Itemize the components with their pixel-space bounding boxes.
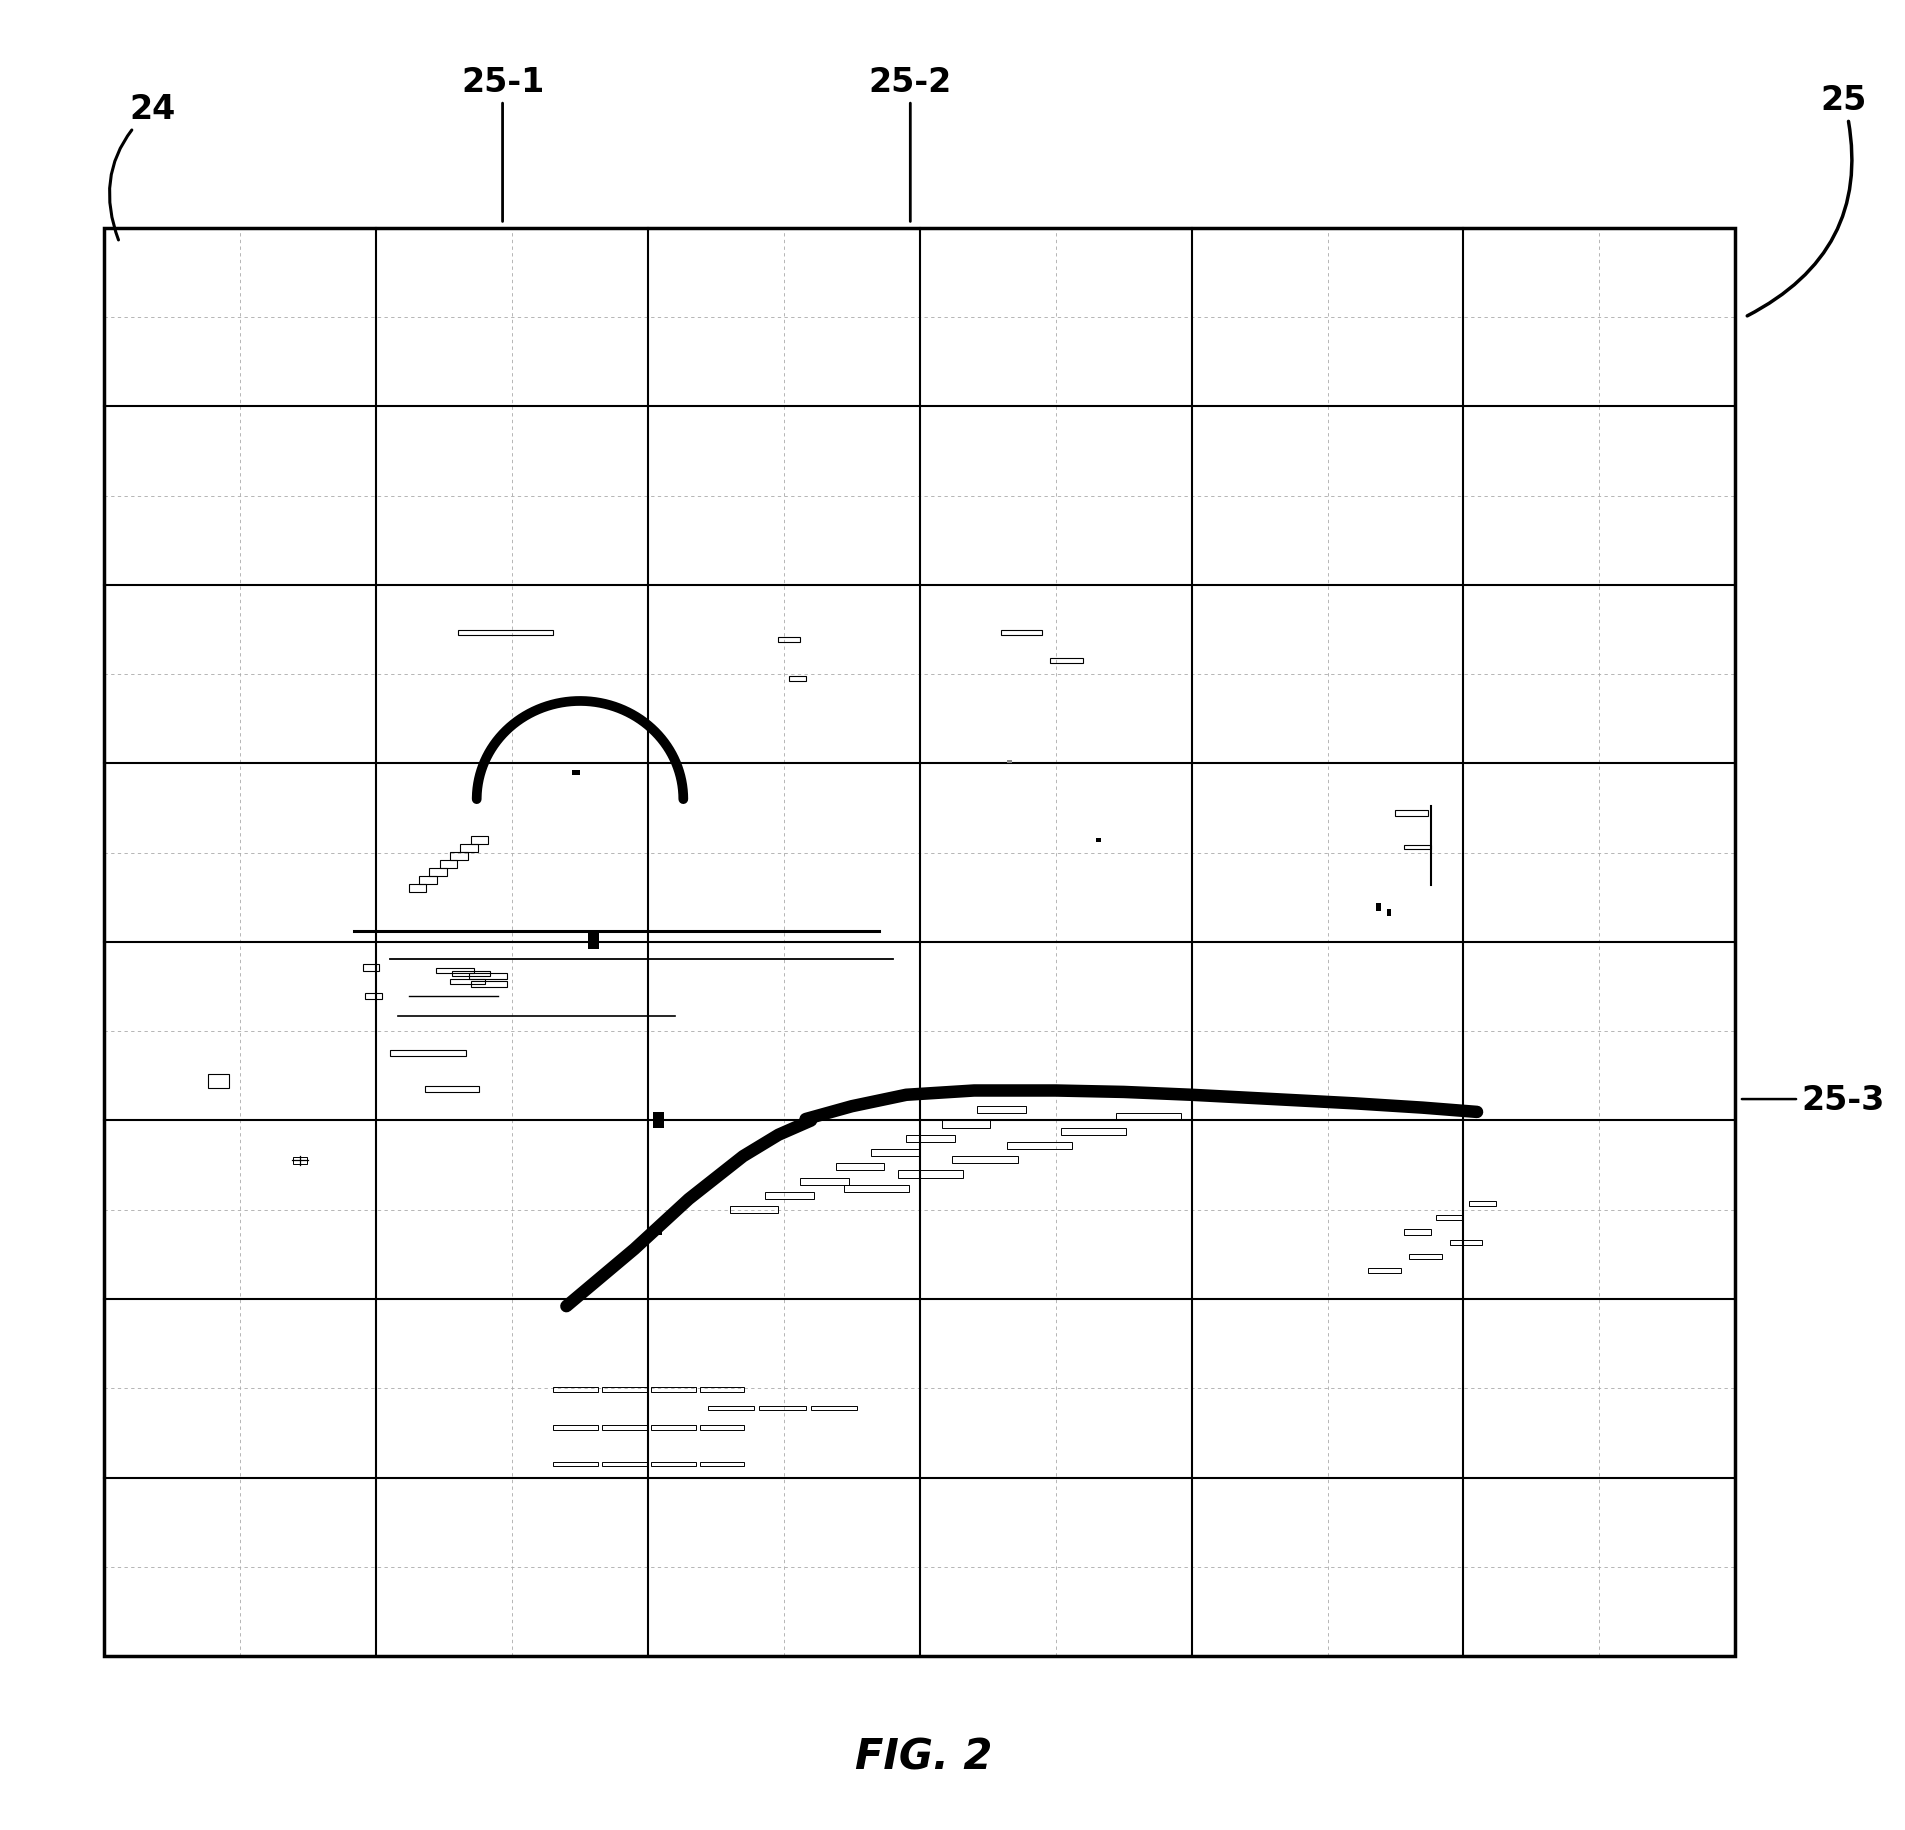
Bar xyxy=(1402,845,1431,849)
Bar xyxy=(653,1113,663,1127)
Bar xyxy=(905,1135,954,1142)
Bar xyxy=(552,1462,598,1466)
Text: 25-1: 25-1 xyxy=(461,66,545,221)
Bar xyxy=(602,1387,646,1393)
Bar xyxy=(653,1228,661,1235)
Bar xyxy=(436,968,474,974)
Bar xyxy=(897,1171,962,1179)
Bar xyxy=(871,1149,920,1157)
Bar xyxy=(952,1157,1017,1164)
Bar xyxy=(419,877,436,884)
Bar xyxy=(1402,1230,1431,1235)
Bar xyxy=(1006,1142,1071,1149)
Bar xyxy=(1408,1254,1440,1259)
Bar xyxy=(450,853,467,860)
Bar xyxy=(941,1120,991,1127)
Bar xyxy=(552,1426,598,1431)
Bar xyxy=(789,677,806,681)
Bar xyxy=(1114,1114,1179,1120)
Text: 25-2: 25-2 xyxy=(869,66,951,221)
Bar xyxy=(777,637,800,642)
Bar xyxy=(1375,904,1379,911)
Bar xyxy=(699,1462,745,1466)
Text: 25-3: 25-3 xyxy=(1741,1083,1884,1116)
Bar xyxy=(1387,910,1391,917)
Bar xyxy=(699,1426,745,1431)
Bar xyxy=(293,1157,307,1164)
Bar xyxy=(650,1387,695,1393)
Bar xyxy=(1095,838,1101,842)
Bar xyxy=(1436,1215,1463,1221)
Bar xyxy=(552,1387,598,1393)
Bar xyxy=(425,1085,480,1093)
Bar xyxy=(457,630,552,635)
Bar xyxy=(429,869,448,877)
Bar xyxy=(471,983,507,986)
Bar xyxy=(650,1462,695,1466)
Text: 25: 25 xyxy=(1747,84,1867,317)
Bar xyxy=(844,1186,909,1193)
Bar xyxy=(440,860,457,869)
Bar xyxy=(602,1426,646,1431)
Bar xyxy=(362,964,379,972)
Text: FIG. 2: FIG. 2 xyxy=(855,1737,993,1777)
Bar xyxy=(764,1193,813,1199)
Bar xyxy=(800,1179,848,1186)
Bar xyxy=(451,972,490,977)
Bar xyxy=(469,974,507,979)
Bar xyxy=(1368,1268,1400,1274)
Bar xyxy=(699,1387,745,1393)
Bar xyxy=(1394,811,1427,816)
Bar xyxy=(461,844,478,853)
Bar xyxy=(389,1050,465,1056)
Bar xyxy=(730,1206,777,1213)
Bar xyxy=(450,979,484,985)
Bar xyxy=(834,1164,884,1171)
Bar xyxy=(366,994,381,999)
Bar xyxy=(1050,659,1082,664)
Bar xyxy=(1450,1241,1482,1244)
Bar xyxy=(471,836,488,844)
Bar xyxy=(1061,1127,1126,1135)
Bar xyxy=(572,770,579,776)
Bar xyxy=(650,1426,695,1431)
Bar xyxy=(812,1405,857,1411)
Bar xyxy=(758,1405,806,1411)
Bar xyxy=(1000,630,1042,635)
Bar xyxy=(707,1405,754,1411)
Bar xyxy=(602,1462,646,1466)
Bar xyxy=(105,229,1734,1656)
Bar xyxy=(1006,761,1012,765)
Bar xyxy=(408,884,427,893)
Bar xyxy=(977,1107,1025,1114)
Bar xyxy=(589,933,598,950)
Text: 24: 24 xyxy=(109,93,175,242)
Bar xyxy=(208,1074,229,1089)
Bar xyxy=(1469,1200,1495,1206)
